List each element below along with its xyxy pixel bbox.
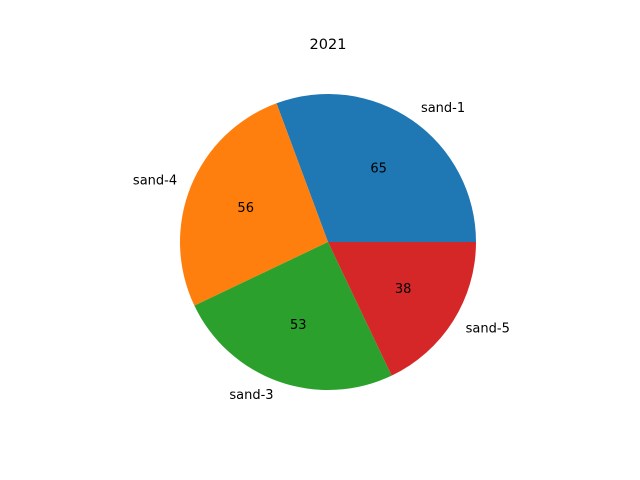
slice-label-sand-4: sand-4 (133, 173, 177, 188)
pie-slice-sand-5 (328, 242, 476, 376)
pie-slices (180, 93, 476, 390)
pie-slice-sand-1 (276, 93, 476, 242)
chart-title: 2021 (310, 37, 347, 53)
value-label-sand-5: 38 (395, 282, 412, 297)
pie-labels: sand-1 65 sand-4 56 sand-3 53 sand-5 38 (133, 101, 510, 403)
value-label-sand-1: 65 (370, 162, 387, 177)
slice-label-sand-5: sand-5 (466, 321, 510, 336)
slice-label-sand-1: sand-1 (421, 101, 465, 116)
slice-label-sand-3: sand-3 (229, 388, 273, 403)
pie-slice-sand-3 (194, 242, 392, 390)
value-label-sand-3: 53 (290, 318, 307, 333)
value-label-sand-4: 56 (237, 201, 254, 216)
pie-slice-sand-4 (180, 103, 328, 306)
